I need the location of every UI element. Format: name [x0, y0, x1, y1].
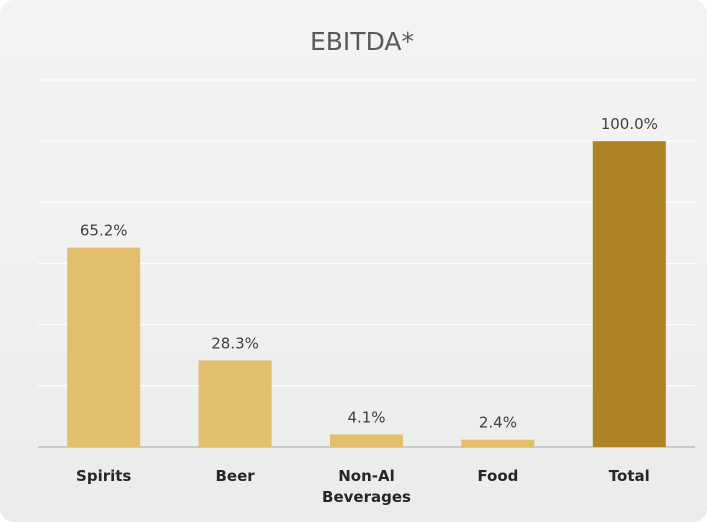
category-label: Beer	[216, 467, 256, 485]
data-label: 100.0%	[601, 115, 658, 133]
bar-total	[592, 141, 666, 447]
bar-beer	[198, 360, 272, 447]
category-label: Spirits	[76, 467, 131, 485]
category-label: Total	[609, 467, 650, 485]
category-labels: Spirits Beer Non-Al Beverages Food Total	[76, 467, 650, 506]
category-label: Food	[477, 467, 518, 485]
bars	[67, 141, 666, 447]
bar-food	[461, 439, 535, 447]
data-label: 65.2%	[80, 222, 128, 240]
chart-title: EBITDA*	[310, 27, 414, 56]
bar-non-al-beverages	[330, 434, 403, 447]
data-label: 2.4%	[479, 414, 517, 432]
bar-spirits	[67, 247, 141, 447]
data-labels: 65.2% 28.3% 4.1% 2.4% 100.0%	[80, 115, 658, 431]
data-label: 4.1%	[347, 408, 385, 426]
data-label: 28.3%	[211, 334, 259, 352]
category-label: Non-Al Beverages	[322, 467, 411, 506]
